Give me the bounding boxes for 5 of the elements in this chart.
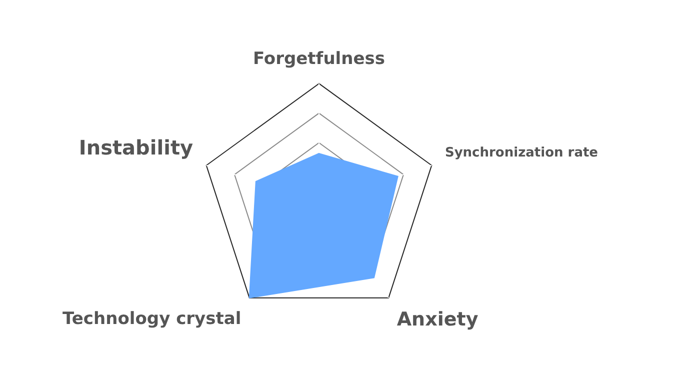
spoke-label: Forgetfulness xyxy=(252,48,386,69)
spoke-label: Instability xyxy=(78,135,194,160)
spoke-label: Anxiety xyxy=(396,308,479,330)
spoke-label: Technology crystal xyxy=(62,308,242,329)
spoke-label: Synchronization rate xyxy=(444,146,598,161)
